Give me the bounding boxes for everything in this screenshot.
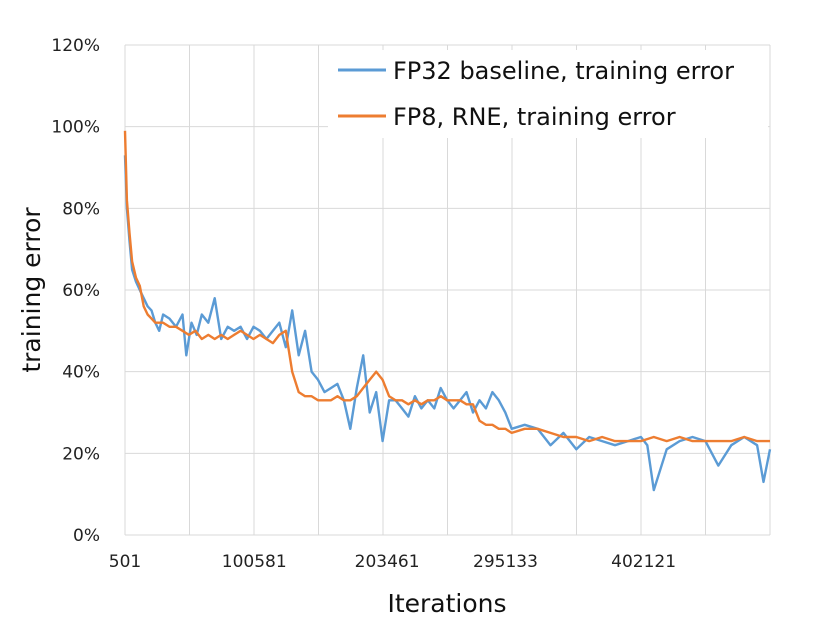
x-tick-label: 100581 (222, 552, 287, 572)
y-tick-label: 40% (62, 363, 100, 383)
legend-label-0: FP32 baseline, training error (393, 57, 734, 85)
y-tick-label: 60% (62, 281, 100, 301)
legend-label-1: FP8, RNE, training error (393, 103, 676, 131)
x-axis-ticks: 501 100581 203461 295133 402121 (109, 552, 676, 572)
series-line-0 (123, 155, 772, 492)
y-tick-label: 80% (62, 199, 100, 219)
x-tick-label: 295133 (473, 552, 538, 572)
legend-background (328, 50, 768, 138)
y-tick-label: 0% (73, 526, 100, 546)
x-tick-label: 203461 (355, 552, 420, 572)
series-line-1 (123, 130, 770, 443)
y-tick-label: 20% (62, 444, 100, 464)
y-tick-label: 100% (51, 118, 100, 138)
y-axis-ticks: 0% 20% 40% 60% 80% 100% 120% (51, 36, 100, 546)
x-tick-label: 501 (109, 552, 141, 572)
y-axis-title: training error (17, 207, 46, 373)
series-lines (123, 130, 772, 492)
x-tick-label: 402121 (611, 552, 676, 572)
legend: FP32 baseline, training error FP8, RNE, t… (328, 50, 768, 138)
x-axis-title: Iterations (387, 589, 506, 618)
y-tick-label: 120% (51, 36, 100, 56)
